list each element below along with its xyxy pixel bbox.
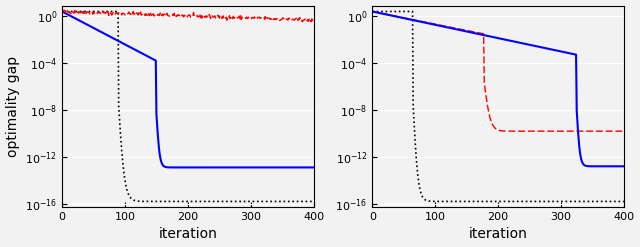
X-axis label: iteration: iteration [468,227,527,242]
Y-axis label: optimality gap: optimality gap [6,56,20,157]
X-axis label: iteration: iteration [159,227,218,242]
